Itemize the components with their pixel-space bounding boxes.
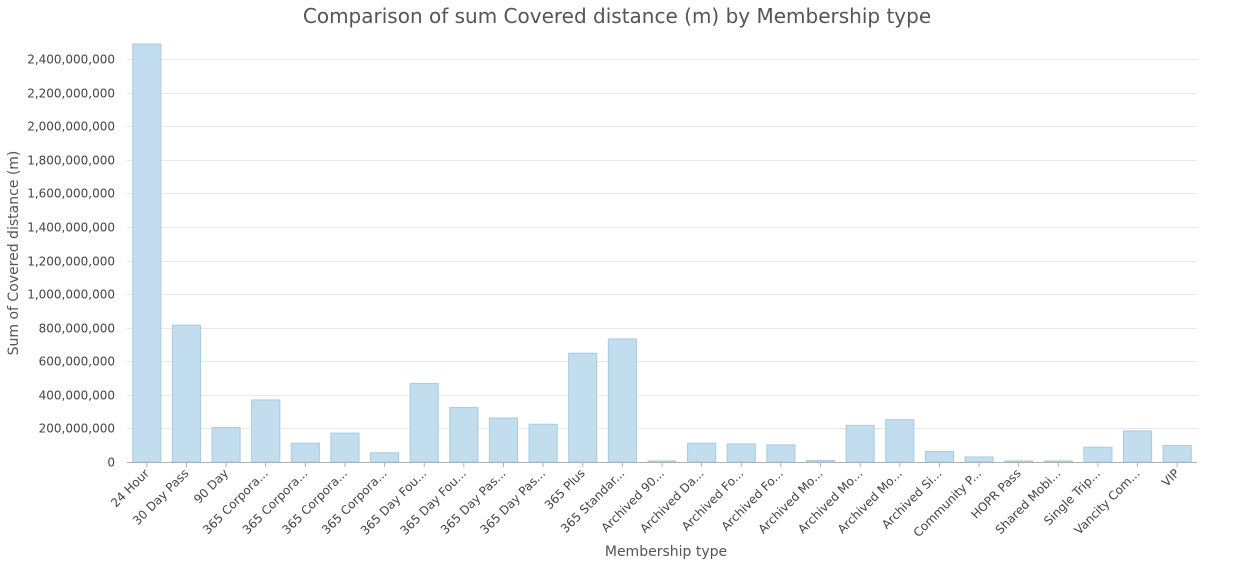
bar[interactable] (1123, 431, 1151, 462)
bar[interactable] (608, 339, 636, 462)
chart-title: Comparison of sum Covered distance (m) b… (303, 4, 931, 28)
bar[interactable] (133, 44, 161, 462)
bar[interactable] (410, 383, 438, 462)
bar[interactable] (925, 452, 953, 462)
y-axis-title: Sum of Covered distance (m) (6, 151, 22, 356)
bar[interactable] (688, 443, 716, 462)
y-tick-label: 200,000,000 (39, 422, 115, 436)
y-tick-label: 1,600,000,000 (27, 187, 115, 201)
y-tick-label: 0 (107, 456, 115, 470)
bar[interactable] (965, 457, 993, 462)
bar[interactable] (331, 433, 359, 462)
bar[interactable] (767, 445, 795, 462)
y-tick-label: 600,000,000 (39, 355, 115, 369)
bar[interactable] (806, 460, 834, 462)
bar[interactable] (1084, 447, 1112, 462)
y-tick-label: 1,400,000,000 (27, 221, 115, 235)
x-tick-label: Community P... (911, 466, 985, 540)
bar[interactable] (450, 407, 478, 462)
gridlines (127, 60, 1197, 429)
bar[interactable] (569, 353, 597, 462)
y-tick-label: 2,000,000,000 (27, 120, 115, 134)
bar[interactable] (886, 420, 914, 462)
x-tick-label: 90 Day (191, 466, 231, 506)
x-axis-title: Membership type (605, 544, 727, 560)
bar[interactable] (371, 453, 399, 462)
bars (133, 44, 1192, 462)
bar[interactable] (1163, 446, 1191, 462)
y-tick-label: 1,200,000,000 (27, 255, 115, 269)
y-tick-label: 400,000,000 (39, 389, 115, 403)
bar[interactable] (727, 444, 755, 462)
bar[interactable] (1005, 461, 1033, 462)
bar[interactable] (529, 424, 557, 462)
y-tick-label: 1,000,000,000 (27, 288, 115, 302)
y-tick-label: 2,400,000,000 (27, 53, 115, 67)
bar[interactable] (1044, 461, 1072, 462)
x-tick-label: VIP (1159, 466, 1182, 489)
bar[interactable] (212, 428, 240, 462)
y-tick-label: 800,000,000 (39, 322, 115, 336)
bar[interactable] (252, 400, 280, 462)
bar[interactable] (846, 425, 874, 462)
y-tick-label: 2,200,000,000 (27, 87, 115, 101)
bar[interactable] (172, 325, 200, 462)
y-axis-ticks: 0 200,000,000 400,000,000 600,000,000 800,00… (27, 53, 115, 470)
bar[interactable] (489, 418, 517, 462)
bar[interactable] (648, 461, 676, 462)
bar[interactable] (291, 443, 319, 462)
y-tick-label: 1,800,000,000 (27, 154, 115, 168)
